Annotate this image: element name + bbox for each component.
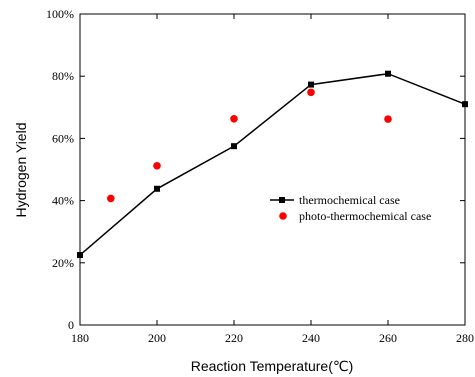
point-photo-thermochemical: [153, 161, 161, 170]
point-thermochemical: [308, 81, 314, 88]
y-tick-label: 60%: [52, 131, 74, 145]
x-tick-label: 220: [225, 331, 243, 345]
legend-label-thermochemical: thermochemical case: [299, 193, 400, 207]
plot-frame: [79, 13, 466, 326]
legend-marker-photo-thermochemical: [279, 212, 287, 220]
legend-label-photo-thermochemical: photo-thermochemical case: [299, 209, 431, 223]
point-thermochemical: [385, 70, 391, 77]
x-tick-label: 260: [379, 331, 397, 345]
ticks: 180 200 220 240 260 280 0 20% 40% 60% 80% 100%: [46, 7, 474, 345]
x-tick-label: 180: [71, 331, 89, 345]
y-tick-label: 40%: [52, 194, 74, 208]
series-line-thermochemical: [79, 72, 466, 256]
point-thermochemical: [231, 143, 237, 150]
point-photo-thermochemical: [107, 194, 115, 203]
x-axis-label: Reaction Temperature(℃): [191, 358, 354, 374]
point-photo-thermochemical: [307, 88, 315, 97]
y-tick-label: 0: [68, 318, 74, 332]
x-tick-label: 240: [302, 331, 320, 345]
y-tick-label: 80%: [52, 69, 74, 83]
axes: [79, 13, 466, 326]
point-thermochemical: [77, 252, 83, 259]
legend-marker-thermochemical: [279, 197, 285, 203]
x-tick-label: 200: [148, 331, 166, 345]
y-tick-label: 20%: [52, 256, 74, 270]
point-thermochemical: [154, 185, 160, 192]
x-tick-label: 280: [456, 331, 474, 345]
point-photo-thermochemical: [230, 115, 238, 123]
series-layer: [77, 70, 468, 259]
y-axis-label: Hydrogen Yield: [13, 123, 29, 218]
point-photo-thermochemical: [384, 115, 392, 123]
y-tick-label: 100%: [46, 7, 74, 21]
point-thermochemical: [462, 101, 468, 108]
legend: thermochemical case photo-thermochemical…: [270, 193, 431, 223]
